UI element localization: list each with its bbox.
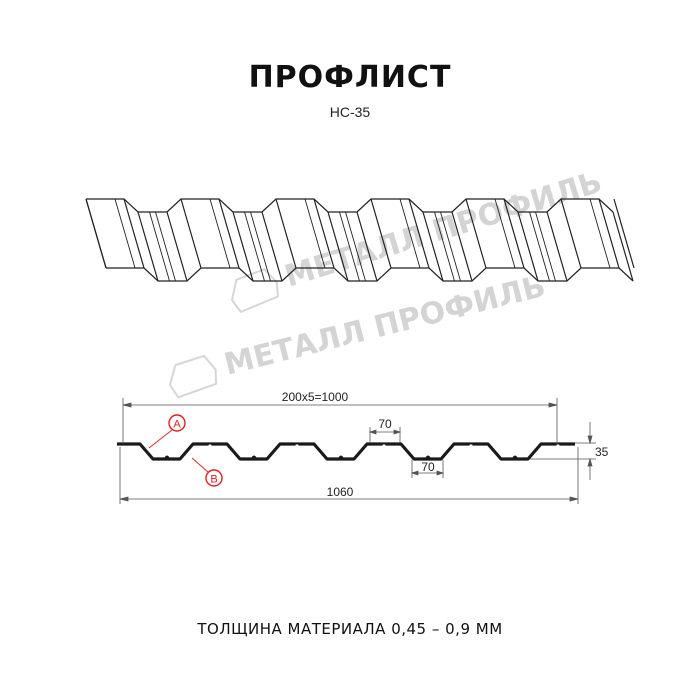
sheet-fold-line: [261, 211, 283, 282]
marker-b: B: [191, 457, 223, 487]
sheet-fold-line: [123, 198, 145, 269]
dim-pitch-label: 200x5=1000: [282, 390, 349, 404]
sheet-rib-line: [535, 211, 556, 282]
svg-text:B: B: [210, 474, 217, 486]
profile-line: [117, 442, 575, 461]
crest-groove: [295, 444, 299, 448]
sheet-fold-line: [517, 211, 539, 282]
sheet-fold-line: [313, 198, 335, 269]
marker-a: A: [148, 414, 186, 449]
sheet-fold-line: [408, 198, 430, 269]
page-title: ПРОФЛИСТ: [248, 60, 452, 95]
model-subtitle: НС-35: [329, 104, 371, 120]
crest-groove: [208, 444, 212, 448]
sheet-rib-line: [339, 211, 360, 282]
sheet-rib-line: [209, 198, 231, 269]
sheet-fold-line: [327, 211, 349, 282]
sheet-rib-line: [494, 198, 516, 269]
sheet-fold-line: [598, 198, 620, 269]
material-thickness-note: ТОЛЩИНА МАТЕРИАЛА 0,45 – 0,9 ММ: [197, 620, 503, 638]
sheet-rib-line: [304, 198, 326, 269]
trough-groove: [512, 455, 518, 460]
sheet-fold-line: [465, 198, 487, 269]
sheet-fold-line: [85, 198, 107, 269]
sheet-rib-line: [345, 211, 366, 282]
crest-groove: [469, 444, 473, 448]
sheet-fold-line: [560, 198, 582, 269]
dim-height-label: 35: [595, 445, 609, 459]
sheet-rib-line: [529, 211, 550, 282]
sheet-rib-line: [434, 211, 455, 282]
sheet-fold-line: [546, 211, 568, 282]
sheet-rib-line: [155, 211, 176, 282]
dim-top-flat-label: 70: [378, 417, 392, 431]
sheet-rib-line: [149, 211, 170, 282]
sheet-rib-line: [114, 198, 136, 269]
svg-text:A: A: [173, 419, 181, 431]
sheet-end-edge: [613, 198, 635, 269]
trough-groove: [425, 455, 431, 460]
crest-groove: [382, 444, 386, 448]
sheet-fold-line: [275, 198, 297, 269]
sheet-fold-line: [232, 211, 254, 282]
sheet-rib-line: [244, 211, 265, 282]
sheet-fold-line: [370, 198, 392, 269]
sheet-fold-line: [137, 211, 159, 282]
trough-groove: [338, 455, 344, 460]
sheet-fold-line: [180, 198, 202, 269]
sheet-rib-line: [399, 198, 421, 269]
profile-cross-section: [117, 442, 575, 461]
svg-text:МЕТАЛЛ ПРОФИЛЬ: МЕТАЛЛ ПРОФИЛЬ: [221, 269, 549, 383]
sheet-fold-line: [422, 211, 444, 282]
crest-groove: [556, 444, 560, 448]
svg-text:МЕТАЛЛ ПРОФИЛЬ: МЕТАЛЛ ПРОФИЛЬ: [281, 165, 606, 295]
watermark-bottom: МЕТАЛЛ ПРОФИЛЬ: [168, 269, 549, 399]
sheet-rib-line: [440, 211, 461, 282]
sheet-rib-line: [589, 198, 611, 269]
trough-groove: [164, 455, 170, 460]
dim-width-label: 1060: [327, 485, 354, 499]
sheet-fold-line: [218, 198, 240, 269]
sheet-fold-line: [503, 198, 525, 269]
sheet-fold-line: [451, 211, 473, 282]
trough-groove: [251, 455, 257, 460]
sheet-fold-line: [356, 211, 378, 282]
sheet-fold-line: [166, 211, 188, 282]
dim-bottom-flat-label: 70: [421, 460, 435, 474]
sheet-rib-line: [250, 211, 271, 282]
sheet-fold-line: [612, 211, 634, 282]
sheet-perspective-view: [85, 198, 635, 282]
watermark-top: МЕТАЛЛ ПРОФИЛЬ: [230, 165, 606, 314]
